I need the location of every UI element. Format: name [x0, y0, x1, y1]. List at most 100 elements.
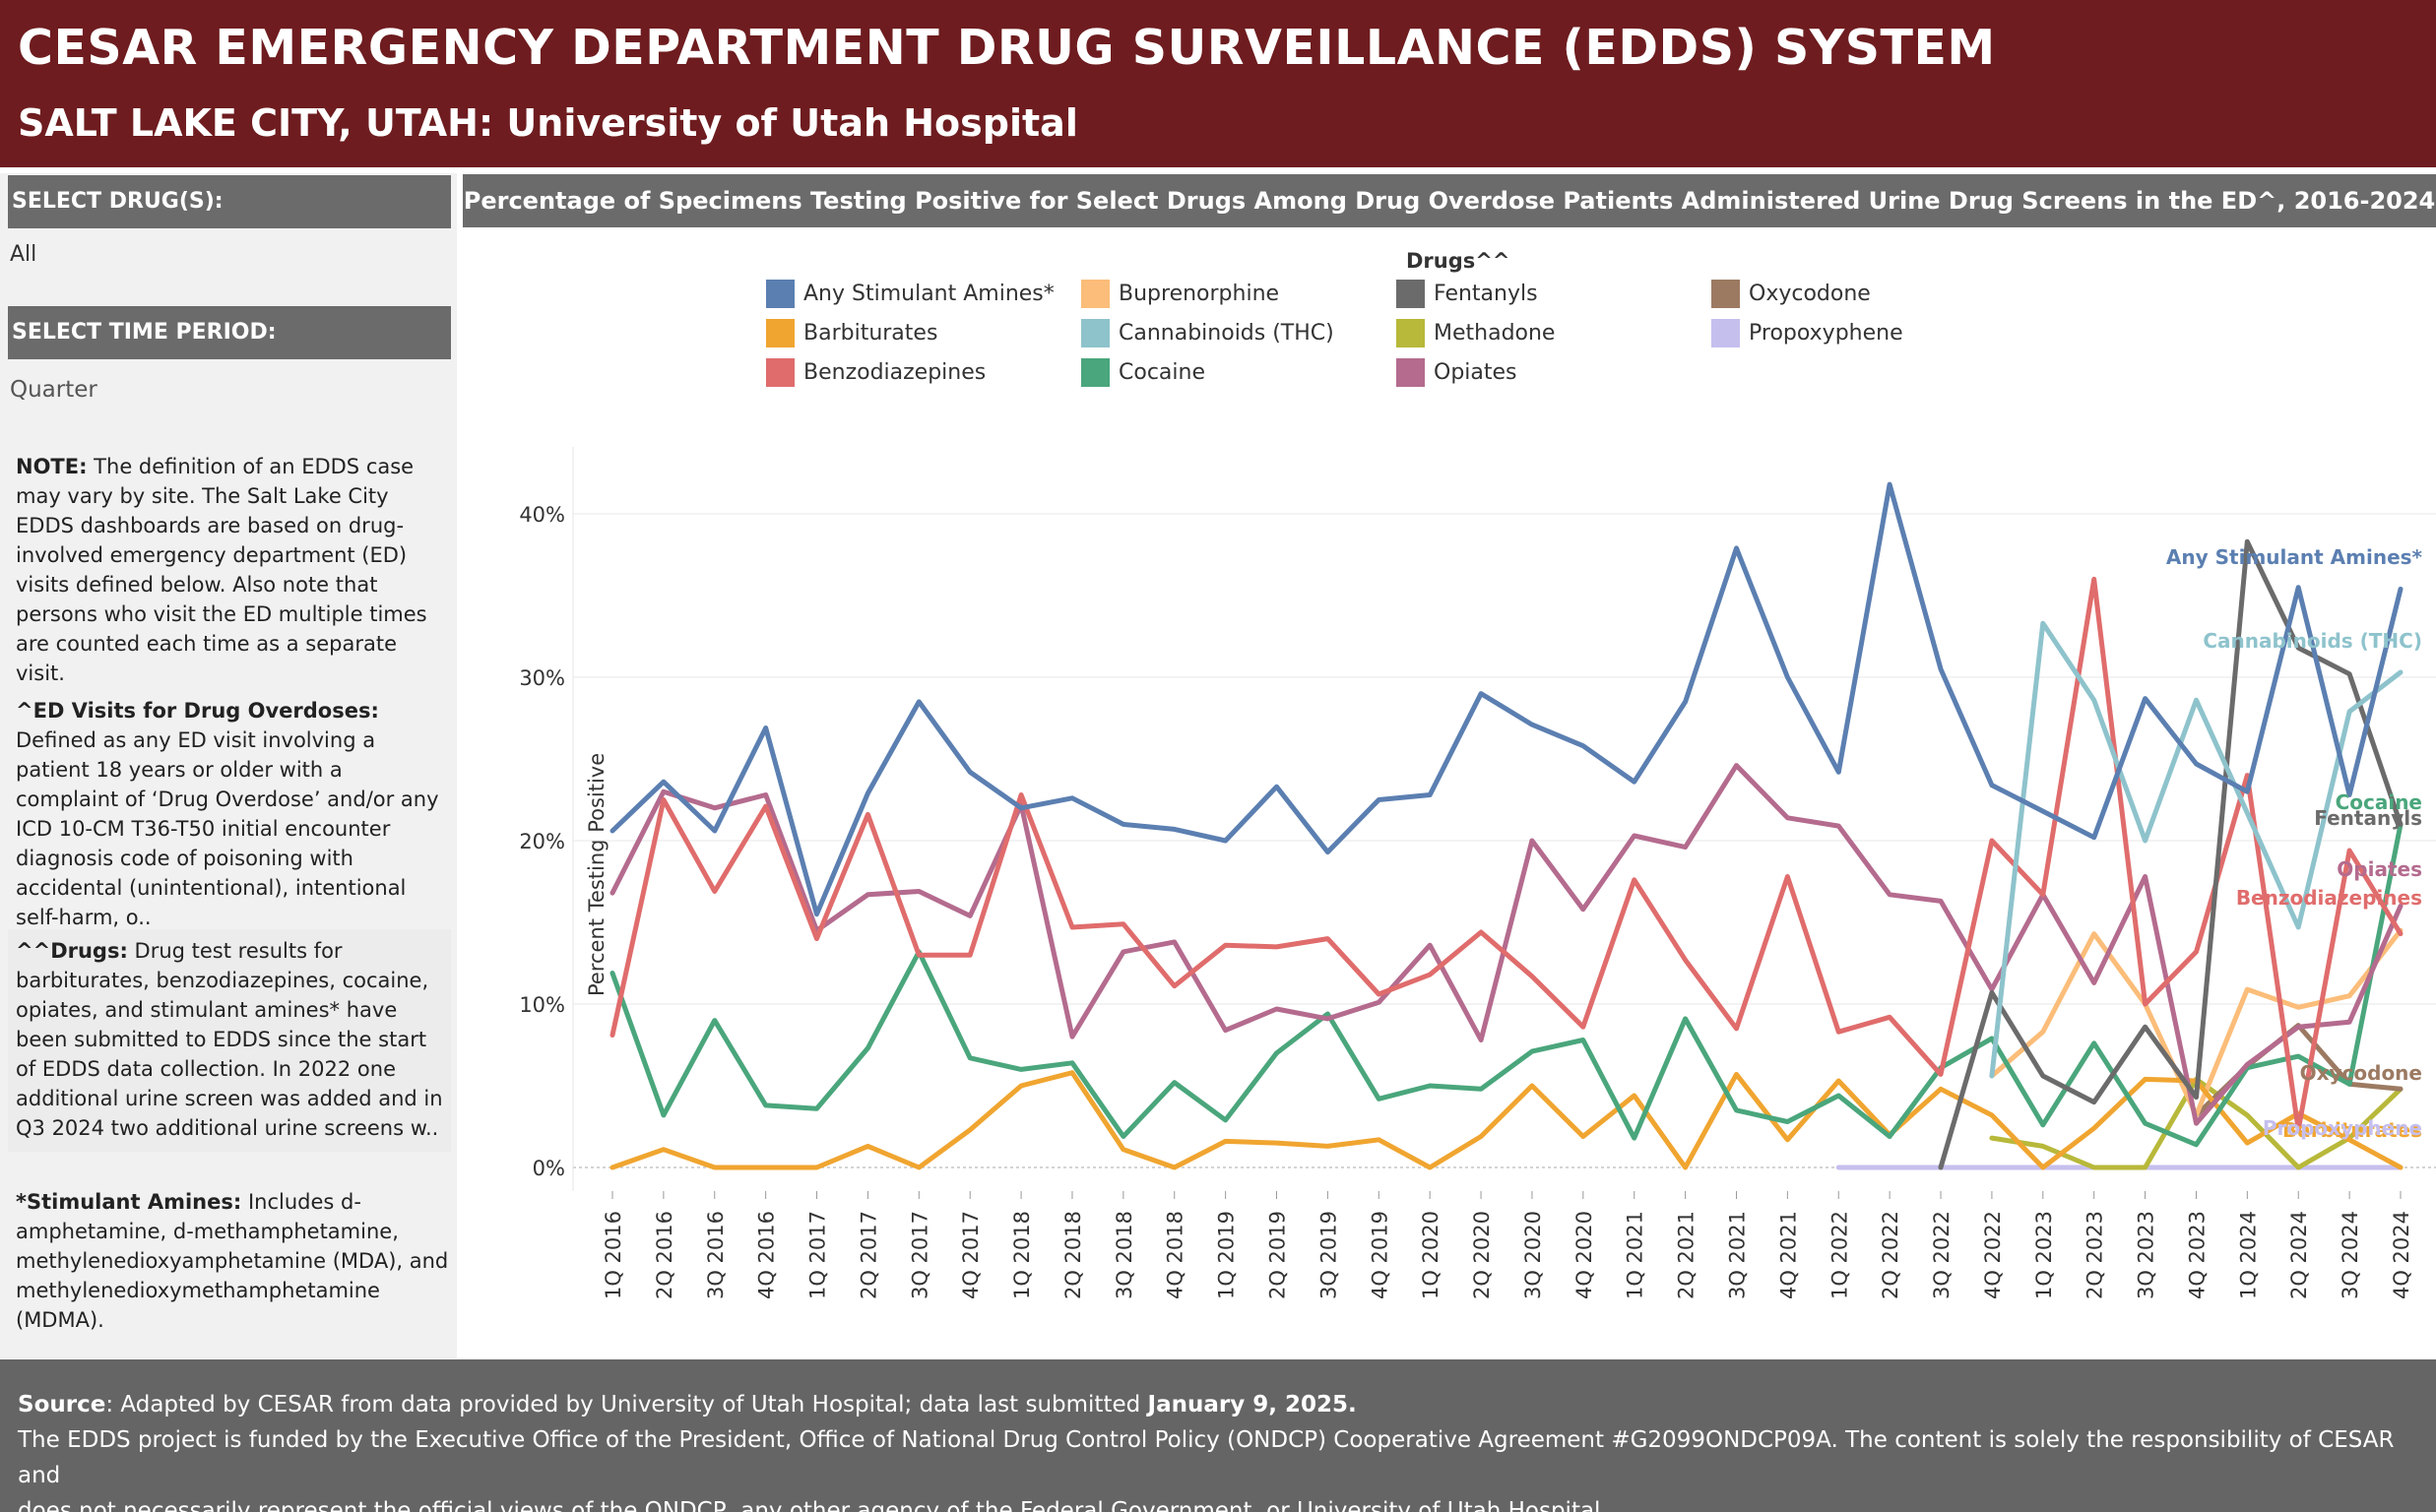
series-end-label: Fentanyls [2314, 806, 2422, 830]
source-text: : Adapted by CESAR from data provided by… [105, 1392, 1148, 1418]
source-date: January 9, 2025. [1147, 1392, 1357, 1418]
x-tick-label: 3Q 2019 [1316, 1211, 1340, 1299]
x-tick-label: 2Q 2019 [1266, 1211, 1290, 1299]
legend-label: Fentanyls [1434, 282, 1538, 306]
y-tick-label: 30% [519, 666, 565, 690]
legend-label: Methadone [1434, 321, 1556, 346]
x-tick-label: 2Q 2017 [857, 1211, 880, 1299]
x-tick-label: 1Q 2019 [1215, 1211, 1239, 1299]
legend-label: Cocaine [1119, 360, 1205, 385]
chart-title: Percentage of Specimens Testing Positive… [463, 174, 2436, 227]
note-label: ^ED Visits for Drug Overdoses: [16, 699, 379, 723]
x-tick-label: 4Q 2023 [2185, 1211, 2209, 1299]
legend-swatch [1396, 319, 1425, 347]
legend-item[interactable]: Buprenorphine [1081, 280, 1279, 308]
legend-swatch [1396, 358, 1425, 387]
time-period-value[interactable]: Quarter [10, 377, 97, 403]
series-line [1938, 538, 2404, 1170]
x-tick-label: 1Q 2021 [1624, 1211, 1647, 1299]
legend-label: Buprenorphine [1119, 282, 1280, 306]
legend-item[interactable]: Propoxyphene [1711, 319, 1903, 347]
x-tick-label: 4Q 2018 [1164, 1211, 1187, 1299]
legend-item[interactable]: Barbiturates [766, 319, 937, 347]
legend-item[interactable]: Oxycodone [1711, 280, 1871, 308]
note-text: The definition of an EDDS case may vary … [16, 455, 427, 685]
note-label: NOTE: [16, 455, 88, 478]
x-tick-label: 1Q 2023 [2032, 1211, 2056, 1299]
dashboard-header: CESAR EMERGENCY DEPARTMENT DRUG SURVEILL… [0, 0, 2436, 167]
x-tick-label: 2Q 2023 [2083, 1211, 2107, 1299]
series-line [609, 821, 2404, 1148]
legend-swatch [766, 319, 795, 347]
x-tick-label: 2Q 2022 [1879, 1211, 1902, 1299]
footer-source: Source: Adapted by CESAR from data provi… [18, 1387, 2418, 1422]
note-case-definition: NOTE: The definition of an EDDS case may… [16, 452, 449, 688]
legend-label: Cannabinoids (THC) [1119, 321, 1334, 346]
line-chart: 0% 10% 20% 30% 40% 1Q 2016 2Q 2016 3Q 2016 4Q 20… [519, 447, 2436, 1299]
footer-funding-line1: The EDDS project is funded by the Execut… [18, 1427, 2395, 1488]
series-line [609, 1070, 2404, 1170]
note-drugs-box [8, 929, 451, 1152]
series-end-label: Barbiturates [2282, 1118, 2422, 1142]
series-line [1989, 620, 2404, 1079]
series-end-label: Cocaine [2336, 790, 2422, 814]
legend-swatch [1396, 280, 1425, 308]
x-tick-label: 1Q 2018 [1010, 1211, 1034, 1299]
note-ed-visits: ^ED Visits for Drug Overdoses: Defined a… [16, 696, 449, 932]
dashboard-subtitle: SALT LAKE CITY, UTAH: University of Utah… [18, 101, 1078, 145]
drug-filter-value[interactable]: All [10, 242, 37, 267]
legend-item[interactable]: Cocaine [1081, 358, 1205, 387]
legend-swatch [766, 280, 795, 308]
note-text: Defined as any ED visit involving a pati… [16, 728, 439, 929]
footer-funding-line2: does not necessarily represent the offic… [18, 1498, 1608, 1512]
legend-item[interactable]: Any Stimulant Amines* [766, 280, 1055, 308]
note-drugs: ^^Drugs: Drug test results for barbitura… [16, 936, 449, 1143]
legend-item[interactable]: Methadone [1396, 319, 1555, 347]
note-text: Drug test results for barbiturates, benz… [16, 939, 443, 1140]
x-tick-label: 2Q 2016 [653, 1211, 676, 1299]
x-tick-label: 3Q 2018 [1113, 1211, 1136, 1299]
legend-item[interactable]: Fentanyls [1396, 280, 1538, 308]
legend-label: Benzodiazepines [803, 360, 987, 385]
legend-label: Any Stimulant Amines* [803, 282, 1055, 306]
legend-swatch [1711, 280, 1740, 308]
x-tick-label: 2Q 2020 [1470, 1211, 1494, 1299]
legend-label: Propoxyphene [1749, 321, 1903, 346]
legend-label: Barbiturates [803, 321, 938, 346]
legend-label: Opiates [1434, 360, 1517, 385]
y-tick-label: 20% [519, 830, 565, 853]
note-label: ^^Drugs: [16, 939, 128, 963]
x-tick-label: 3Q 2017 [908, 1211, 931, 1299]
x-tick-label: 3Q 2020 [1521, 1211, 1545, 1299]
legend-swatch [1711, 319, 1740, 347]
series-end-label: Cannabinoids (THC) [2203, 629, 2422, 653]
series-end-label: Propoxyphene [2263, 1116, 2422, 1140]
x-tick-label: 1Q 2022 [1827, 1211, 1851, 1299]
y-tick-label: 10% [519, 993, 565, 1017]
y-tick-label: 0% [533, 1157, 565, 1180]
x-tick-label: 4Q 2017 [959, 1211, 983, 1299]
legend-item[interactable]: Opiates [1396, 358, 1517, 387]
y-tick-label: 40% [519, 503, 565, 527]
legend-label: Oxycodone [1749, 282, 1871, 306]
legend-title: Drugs^^ [1406, 249, 1510, 273]
x-tick-label: 4Q 2016 [755, 1211, 779, 1299]
x-tick-label: 1Q 2024 [2236, 1211, 2260, 1299]
x-tick-label: 4Q 2019 [1368, 1211, 1391, 1299]
legend-swatch [766, 358, 795, 387]
series-end-label: Oxycodone [2300, 1061, 2422, 1085]
x-tick-label: 4Q 2024 [2390, 1211, 2413, 1299]
series-line [609, 763, 2404, 1126]
series-line [609, 481, 2404, 917]
series-end-label: Any Stimulant Amines* [2166, 545, 2423, 569]
legend-item[interactable]: Benzodiazepines [766, 358, 986, 387]
legend-item[interactable]: Cannabinoids (THC) [1081, 319, 1334, 347]
x-tick-label: 2Q 2024 [2287, 1211, 2311, 1299]
source-label: Source [18, 1392, 106, 1418]
x-tick-label: 4Q 2021 [1776, 1211, 1800, 1299]
x-tick-label: 3Q 2022 [1930, 1211, 1954, 1299]
x-tick-label: 1Q 2017 [806, 1211, 830, 1299]
x-tick-label: 2Q 2021 [1675, 1211, 1699, 1299]
footer: Source: Adapted by CESAR from data provi… [0, 1359, 2436, 1512]
x-tick-label: 3Q 2021 [1725, 1211, 1749, 1299]
